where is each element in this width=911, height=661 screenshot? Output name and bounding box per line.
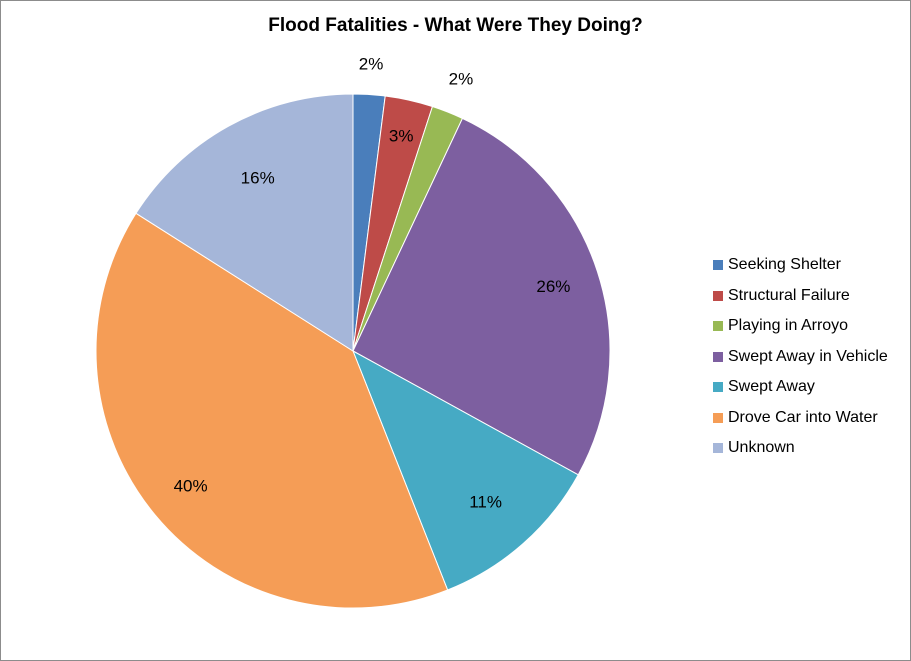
- slice-label-unknown: 16%: [241, 169, 275, 188]
- legend-item: Playing in Arroyo: [713, 311, 888, 342]
- legend-label: Unknown: [728, 439, 795, 456]
- legend-swatch: [713, 321, 723, 332]
- slice-labels: 2% 3% 2% 26% 11% 40% 16%: [174, 55, 571, 512]
- legend-label: Drove Car into Water: [728, 408, 878, 426]
- slice-label-seeking-shelter: 2%: [359, 55, 384, 74]
- pie-slice-swept-away-in-vehicle: [352, 117, 611, 476]
- legend-swatch: [713, 382, 723, 393]
- slice-label-swept-away: 11%: [469, 492, 502, 511]
- slice-label-drove-car-into-water: 40%: [174, 476, 208, 495]
- legend-item: Swept Away in Vehicle: [713, 342, 888, 373]
- legend-label: Playing in Arroyo: [728, 317, 849, 334]
- pie-slice-swept-away: [352, 349, 579, 591]
- legend-label: Structural Failure: [728, 286, 850, 304]
- slice-label-structural-failure: 3%: [389, 126, 414, 145]
- legend-swatch: [713, 290, 723, 301]
- legend-item: Drove Car into Water: [713, 403, 888, 434]
- slice-label-swept-away-in-vehicle: 26%: [536, 277, 570, 296]
- legend-item: Swept Away: [713, 372, 888, 403]
- legend-swatch: [713, 412, 723, 423]
- pie-slice-unknown: [135, 93, 354, 352]
- legend-swatch: [713, 351, 723, 362]
- pie-slices: [95, 93, 611, 609]
- legend-swatch: [713, 443, 723, 454]
- legend-swatch: [713, 260, 723, 271]
- legend-label: Seeking Shelter: [728, 256, 841, 273]
- legend-item: Seeking Shelter: [713, 250, 888, 281]
- legend: Seeking Shelter Structural Failure Playing…: [713, 250, 888, 464]
- chart-title: Flood Fatalities - What Were They Doing?: [268, 15, 643, 36]
- legend-item: Structural Failure: [713, 281, 888, 312]
- legend-item: Unknown: [713, 433, 888, 464]
- legend-label: Swept Away: [728, 378, 815, 395]
- pie-slice-drove-car-into-water: [95, 212, 449, 609]
- legend-label: Swept Away in Vehicle: [728, 347, 888, 365]
- slice-label-playing-in-arroyo: 2%: [449, 70, 474, 89]
